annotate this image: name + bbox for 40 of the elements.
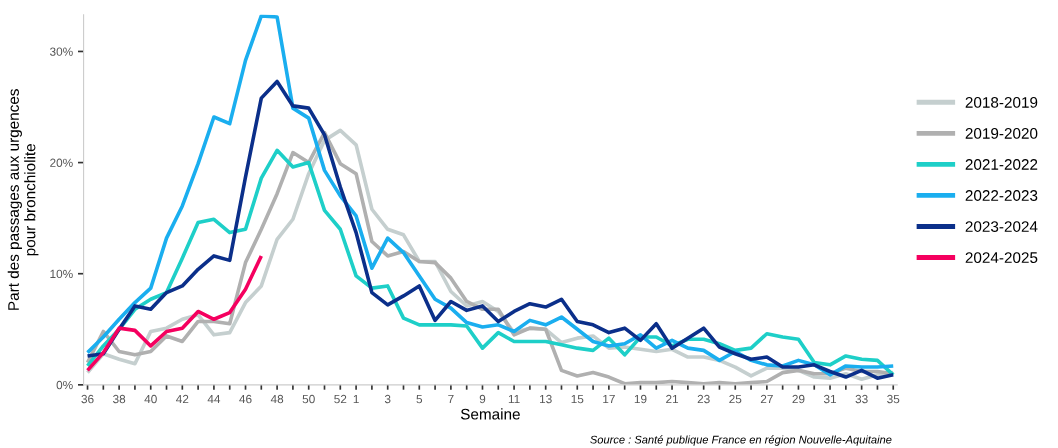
x-tick-label: 36: [81, 394, 94, 404]
y-tick-label: 10%: [50, 269, 73, 279]
x-tick-label: 38: [113, 394, 126, 404]
x-tick-label: 1: [353, 394, 359, 404]
x-tick-label: 21: [666, 394, 679, 404]
x-tick-label: 35: [887, 394, 900, 404]
x-tick-label: 27: [760, 394, 773, 404]
legend-label: 2019-2020: [965, 128, 1038, 139]
x-tick-label: 5: [416, 394, 423, 404]
x-tick-label: 50: [302, 394, 315, 404]
y-tick-label: 0%: [56, 380, 73, 390]
legend-label: 2024-2025: [965, 252, 1038, 264]
x-tick-label: 9: [479, 394, 486, 404]
x-axis-title: Semaine: [460, 408, 520, 420]
x-tick-label: 23: [697, 394, 710, 404]
x-tick-label: 15: [571, 394, 584, 404]
legend-label: 2023-2024: [965, 221, 1038, 232]
x-tick-label: 52: [334, 394, 347, 404]
x-tick-label: 31: [823, 394, 837, 404]
x-tick-label: 3: [384, 394, 391, 404]
legend-label: 2018-2019: [965, 96, 1038, 108]
x-tick-label: 19: [634, 394, 647, 404]
x-tick-label: 48: [270, 394, 284, 404]
y-axis-title: Part des passages aux urgences pour bronchiolite: [7, 89, 39, 310]
source-note: Source : Santé publique France en région Nouvelle-Aquitaine: [590, 435, 892, 446]
y-tick-label: 30%: [49, 47, 73, 56]
x-tick-label: 13: [540, 394, 552, 404]
x-tick-label: 44: [207, 394, 221, 404]
x-tick-label: 7: [448, 394, 454, 404]
x-tick-label: 42: [176, 394, 189, 404]
x-tick-label: 11: [508, 394, 520, 404]
legend-label: 2022-2023: [965, 190, 1038, 201]
x-tick-label: 25: [729, 394, 742, 404]
legend-label: 2021-2022: [965, 159, 1038, 170]
x-tick-label: 33: [855, 394, 868, 404]
x-tick-label: 17: [603, 394, 615, 404]
x-tick-label: 46: [239, 394, 252, 404]
y-tick-label: 20%: [50, 158, 73, 167]
x-tick-label: 29: [792, 394, 805, 404]
x-tick-label: 40: [144, 394, 157, 404]
